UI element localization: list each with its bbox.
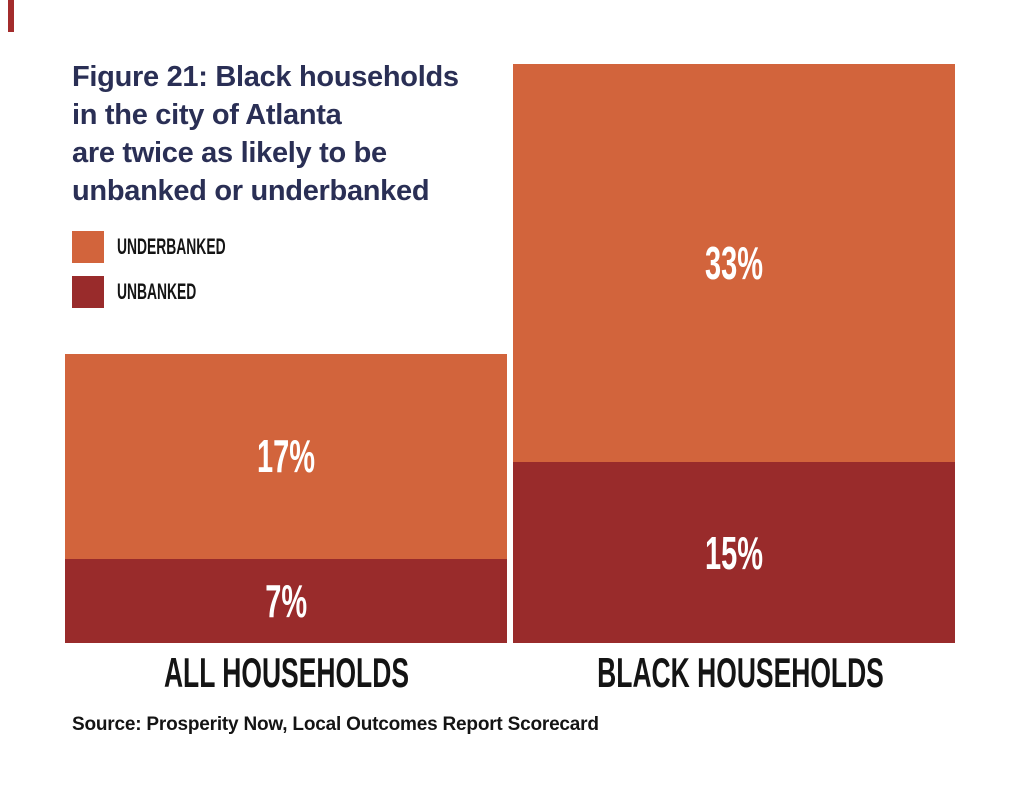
legend-item-underbanked: UNDERBANKED: [72, 231, 289, 263]
figure-title: Figure 21: Black households in the city …: [72, 61, 459, 207]
segment-value-label: 33%: [688, 240, 780, 286]
bar-segment-unbanked-all-households: 7%: [65, 558, 507, 643]
segment-value-text: 7%: [265, 574, 307, 627]
chart-legend: UNDERBANKED UNBANKED: [72, 231, 289, 321]
bar-segment-unbanked-black-households: 15%: [513, 462, 955, 643]
legend-swatch-unbanked: [72, 276, 104, 308]
bar-black-households: 33% 15%: [513, 64, 955, 643]
legend-swatch-underbanked: [72, 231, 104, 263]
bar-all-households: 17% 7%: [65, 353, 507, 643]
segment-value-text: 33%: [704, 237, 763, 290]
legend-label-underbanked: UNDERBANKED: [117, 234, 226, 259]
segment-value-text: 17%: [256, 430, 315, 483]
legend-label-unbanked: UNBANKED: [117, 279, 197, 304]
segment-value-label: 7%: [253, 578, 319, 624]
source-attribution: Source: Prosperity Now, Local Outcomes R…: [72, 714, 599, 735]
bar-segment-underbanked-all-households: 17%: [65, 353, 507, 559]
segment-value-label: 17%: [240, 433, 332, 479]
legend-item-unbanked: UNBANKED: [72, 276, 289, 308]
segment-value-label: 15%: [688, 530, 780, 576]
segment-value-text: 15%: [704, 526, 763, 579]
category-label-black-households: BLACK HOUSEHOLDS: [597, 649, 884, 696]
category-label-all-households: ALL HOUSEHOLDS: [163, 649, 409, 696]
page-crop-artifact: [8, 0, 14, 32]
bar-segment-underbanked-black-households: 33%: [513, 64, 955, 463]
